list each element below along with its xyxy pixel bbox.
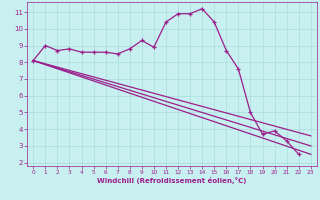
X-axis label: Windchill (Refroidissement éolien,°C): Windchill (Refroidissement éolien,°C) [97, 177, 247, 184]
